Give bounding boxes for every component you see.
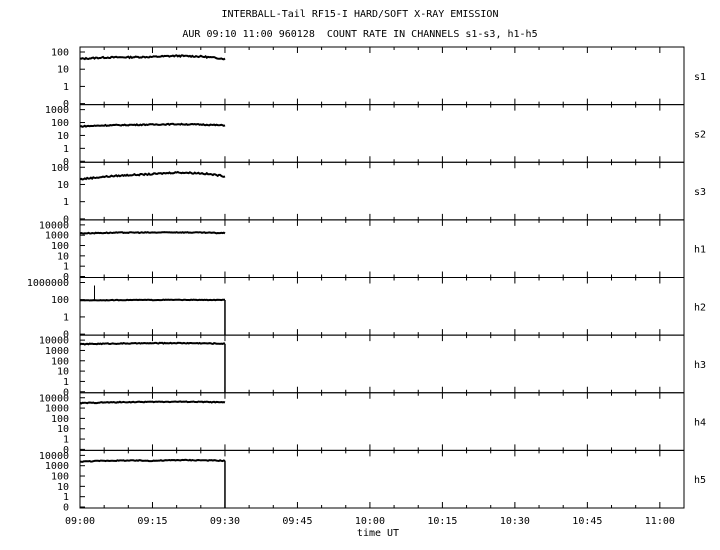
chart-title: INTERBALL-Tail RF15-I HARD/SOFT X-RAY EM… [221,9,499,20]
y-tick-label: 100 [51,241,69,252]
y-tick-label: 100 [51,414,69,425]
y-tick-label: 10 [57,65,69,76]
panel-label-s3: s3 [694,187,706,198]
y-tick-label: 10000 [39,336,69,347]
y-tick-label: 1000 [45,346,69,357]
panel-frame-h5 [79,449,685,509]
y-tick-label: 1000000 [27,278,69,289]
y-tick-label: 1000 [45,231,69,242]
y-tick-label: 1000 [45,461,69,472]
y-tick-label: 1000 [45,105,69,116]
y-tick-label: 10000 [39,220,69,231]
y-tick-label: 0 [63,99,69,110]
panel-label-h5: h5 [694,475,706,486]
x-axis-label: time UT [357,528,399,539]
y-tick-label: 0 [63,330,69,341]
y-tick-label: 10 [57,180,69,191]
series-line-s3 [79,170,226,181]
y-tick-label: 100 [51,356,69,367]
y-tick-label: 100 [51,48,69,59]
series-line-h4 [79,400,226,405]
x-tick-label: 09:30 [210,516,240,527]
y-tick-label: 1 [63,197,69,208]
series-line-s2 [79,122,226,128]
y-tick-label: 10000 [39,451,69,462]
y-tick-label: 0 [63,157,69,168]
y-tick-label: 0 [63,503,69,514]
panel-label-h3: h3 [694,360,706,371]
x-tick-label: 10:00 [355,516,385,527]
y-tick-label: 0 [63,445,69,456]
y-tick-label: 1 [63,82,69,93]
y-tick-label: 1 [63,492,69,503]
y-tick-label: 1 [63,262,69,273]
series-line-h3 [79,341,226,346]
y-tick-label: 100 [51,118,69,129]
y-tick-label: 100 [51,295,69,306]
panel-frame-s2 [79,104,685,163]
y-tick-label: 10 [57,251,69,262]
panel-label-h2: h2 [694,302,706,313]
y-tick-label: 1 [63,435,69,446]
panel-frame-h2 [79,277,685,336]
panel-label-s2: s2 [694,129,706,140]
series-line-h1 [79,231,226,235]
y-tick-label: 0 [63,272,69,283]
panel-label-h1: h1 [694,245,706,256]
y-tick-label: 10000 [39,393,69,404]
y-tick-label: 10 [57,482,69,493]
y-tick-label: 100 [51,163,69,174]
x-tick-label: 11:00 [645,516,675,527]
y-tick-label: 1 [63,312,69,323]
series-line-h5 [79,458,226,463]
x-tick-label: 10:15 [427,516,457,527]
y-tick-label: 10 [57,424,69,435]
panel-label-s1: s1 [694,72,706,83]
panel-frame-h1 [79,219,685,278]
y-tick-label: 1 [63,377,69,388]
y-tick-label: 10 [57,131,69,142]
y-tick-label: 0 [63,387,69,398]
x-tick-label: 09:15 [137,516,167,527]
y-tick-label: 1000 [45,404,69,415]
y-tick-label: 0 [63,214,69,225]
panel-frame-s3 [79,161,685,221]
y-tick-label: 1 [63,144,69,155]
x-tick-label: 10:45 [572,516,602,527]
series-line-s1 [79,54,226,61]
panel-label-h4: h4 [694,418,706,429]
y-tick-label: 100 [51,472,69,483]
y-tick-label: 10 [57,367,69,378]
series-line-h2 [79,298,225,302]
x-tick-label: 09:45 [282,516,312,527]
chart-subtitle: AUR 09:10 11:00 960128 COUNT RATE IN CHA… [182,29,538,40]
x-tick-label: 09:00 [65,516,95,527]
x-tick-label: 10:30 [500,516,530,527]
